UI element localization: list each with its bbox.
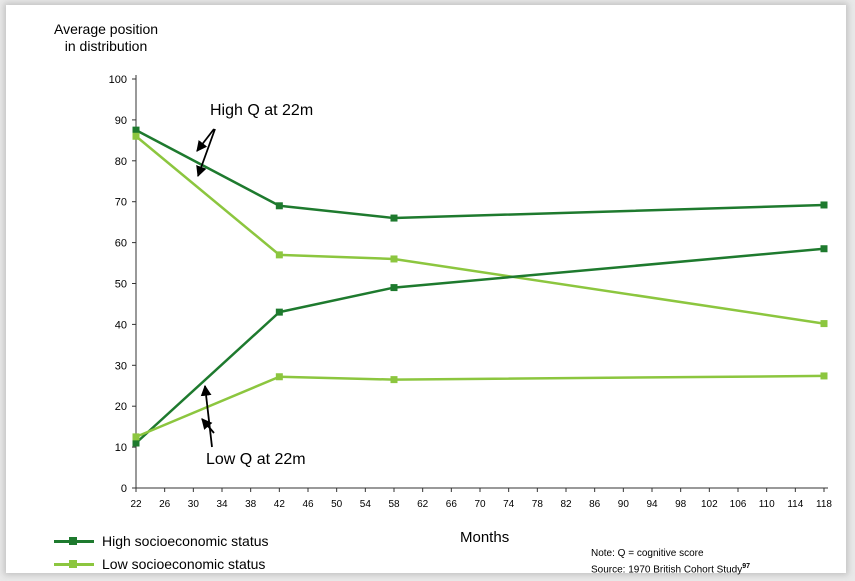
legend-item-high-ses: High socioeconomic status: [54, 529, 269, 552]
x-tick-label: 78: [532, 499, 544, 510]
x-tick-label: 26: [159, 499, 171, 510]
x-tick-label: 118: [816, 499, 832, 510]
data-point-low-ses: [132, 132, 140, 140]
data-point-low-ses: [820, 320, 828, 328]
y-tick-label: 50: [115, 279, 127, 291]
source-reference: 97: [742, 563, 750, 570]
y-tick-label: 10: [115, 442, 127, 454]
data-point-low-ses: [820, 372, 828, 380]
data-point-high-ses: [132, 126, 140, 134]
x-tick-label: 62: [417, 499, 429, 510]
y-tick-label: 80: [115, 156, 127, 168]
series-line-high-ses-2: [135, 247, 825, 444]
annotation-low-q: Low Q at 22m: [206, 451, 306, 468]
x-tick-label: 54: [360, 499, 372, 510]
arrow-high-q-to-high-ses: [196, 128, 215, 152]
arrow-low-q-to-high-ses: [200, 384, 213, 448]
x-tick-label: 74: [503, 499, 515, 510]
data-point-high-ses: [820, 201, 828, 209]
data-point-high-ses: [275, 308, 283, 316]
x-tick-label: 34: [216, 499, 228, 510]
data-point-low-ses: [275, 251, 283, 259]
legend-label-high-ses: High socioeconomic status: [102, 532, 269, 549]
data-point-high-ses: [820, 245, 828, 253]
annotation-high-q: High Q at 22m: [210, 102, 313, 119]
legend-label-low-ses: Low socioeconomic status: [102, 555, 266, 572]
x-tick-label: 42: [274, 499, 286, 510]
x-tick-label: 102: [701, 499, 718, 510]
y-tick-label: 100: [109, 74, 127, 86]
data-point-high-ses: [275, 202, 283, 210]
note-text: Note: Q = cognitive score: [591, 548, 704, 559]
x-tick-label: 86: [589, 499, 601, 510]
x-tick-label: 70: [474, 499, 486, 510]
data-point-low-ses: [390, 376, 398, 384]
y-tick-label: 40: [115, 319, 127, 331]
data-point-low-ses: [132, 433, 140, 441]
y-axis-label: Average position in distribution: [54, 21, 158, 55]
x-tick-label: 94: [646, 499, 658, 510]
legend-swatch-low-ses: [54, 558, 94, 570]
y-tick-label: 70: [115, 197, 127, 209]
source-text: Source: 1970 British Cohort Study: [591, 564, 743, 576]
x-tick-label: 46: [302, 499, 314, 510]
x-axis-label: Months: [460, 529, 510, 546]
legend-swatch-high-ses: [54, 535, 94, 547]
y-tick-label: 90: [115, 115, 127, 127]
line-chart: 0 10 20 30 40 50 60 70 80 90 100 22 26 30 34 38 42 46 50 54…: [109, 74, 833, 510]
chart-notes: Note: Q = cognitive score Source: 1970 B…: [591, 547, 750, 576]
y-tick-label: 20: [115, 401, 127, 413]
x-tick-label: 82: [560, 499, 572, 510]
y-tick-label: 60: [115, 238, 127, 250]
x-tick-label: 30: [188, 499, 200, 510]
source-line: Source: 1970 British Cohort Study97: [591, 560, 750, 576]
x-tick-label: 110: [759, 499, 775, 510]
x-tick-label: 50: [331, 499, 343, 510]
arrow-low-q-to-low-ses: [201, 418, 215, 434]
data-point-high-ses: [390, 214, 398, 222]
y-axis-label-line-1: Average position: [54, 21, 159, 37]
data-point-high-ses: [390, 284, 398, 292]
legend: High socioeconomic status Low socioecono…: [54, 529, 269, 575]
x-tick-label: 66: [446, 499, 458, 510]
y-axis-label-line-2: in distribution: [64, 38, 148, 54]
y-tick-label: 30: [115, 360, 127, 372]
data-point-low-ses: [275, 373, 283, 381]
series-line-low-ses-1: [135, 135, 825, 325]
chart-frame: 0 10 20 30 40 50 60 70 80 90 100 22 26 30 34 38 42 46 50 54…: [6, 5, 846, 576]
data-point-high-ses: [132, 439, 140, 447]
x-tick-label: 58: [388, 499, 400, 510]
x-tick-label: 22: [130, 499, 142, 510]
x-tick-label: 90: [618, 499, 630, 510]
x-tick-label: 98: [675, 499, 687, 510]
legend-item-low-ses: Low socioeconomic status: [54, 552, 269, 575]
y-tick-label: 0: [121, 483, 127, 495]
data-point-low-ses: [390, 255, 398, 263]
arrow-high-q-to-low-ses: [196, 128, 216, 178]
x-tick-label: 106: [730, 499, 747, 510]
x-tick-label: 114: [787, 499, 803, 510]
x-tick-label: 38: [245, 499, 257, 510]
series-line-low-ses-3: [135, 374, 825, 439]
series-line-high-ses-0: [135, 129, 825, 220]
